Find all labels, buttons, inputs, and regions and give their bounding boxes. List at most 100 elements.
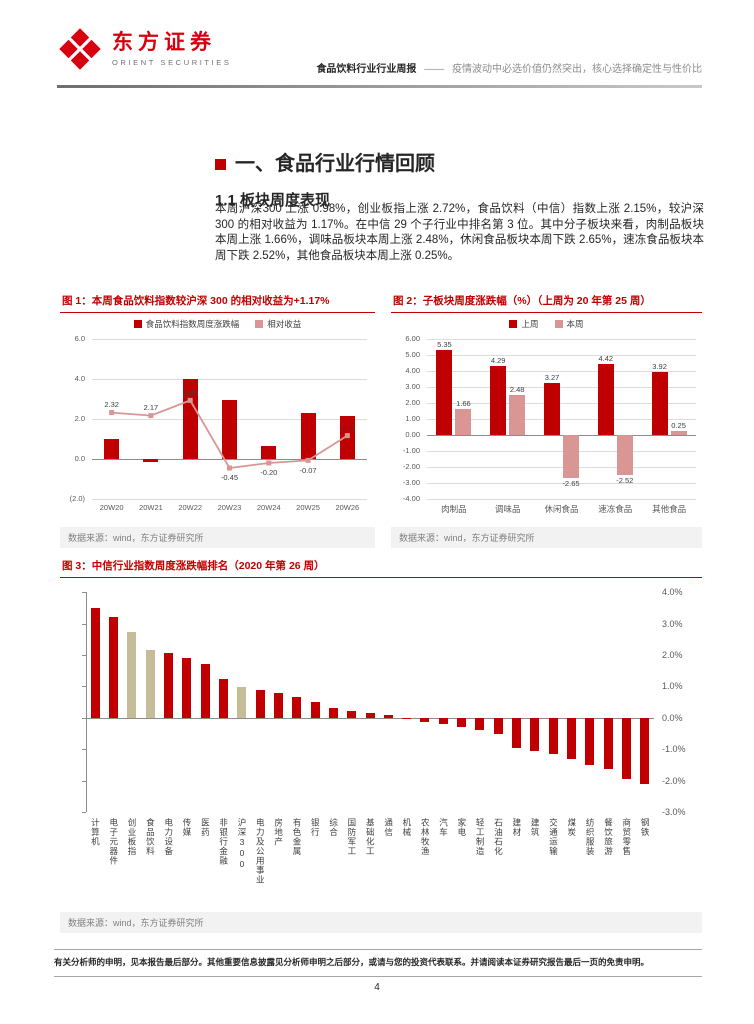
x-axis-label: 速冻食品 bbox=[598, 504, 633, 515]
x-axis-label: 肉制品 bbox=[441, 504, 467, 515]
x-axis-label-text: 通信 bbox=[383, 818, 394, 838]
x-axis-label: 电力及公用事业 bbox=[251, 818, 269, 904]
bar bbox=[567, 717, 577, 759]
y-tick-label: 0.00 bbox=[405, 430, 420, 440]
gridline bbox=[427, 451, 696, 453]
page-number: 4 bbox=[374, 982, 380, 993]
figure-3-chart: 4.0% 3.0% 2.0% 1.0% 0.0% -1.0% -2.0% -3.0% 计算机 电子… bbox=[60, 578, 702, 911]
bar bbox=[438, 717, 448, 725]
bar bbox=[200, 664, 210, 718]
y-axis-tick bbox=[82, 654, 86, 656]
y-axis-line bbox=[86, 592, 87, 813]
y-tick-label: 2.0 bbox=[74, 414, 85, 424]
bar bbox=[544, 382, 560, 436]
bar bbox=[383, 715, 393, 718]
figure-1-title: 图 1：本周食品饮料指数较沪深 300 的相对收益为+1.17% bbox=[60, 292, 375, 314]
brand-logo-text: 东方证券 ORIENT SECURITIES bbox=[112, 31, 232, 66]
figure-2-chart: 上周 本周 6.00 5.00 4.00 3.00 2.00 1.00 0.00 -1.00 -2.… bbox=[391, 313, 702, 526]
figure-3-title: 图 3：中信行业指数周度涨跌幅排名（2020 年第 26 周） bbox=[60, 557, 702, 579]
gridline bbox=[427, 499, 696, 501]
bar bbox=[563, 435, 579, 478]
y-axis-tick bbox=[82, 686, 86, 688]
bar bbox=[622, 717, 632, 780]
x-axis-label-text: 综合 bbox=[328, 818, 339, 838]
x-axis-label: 20W21 bbox=[139, 503, 163, 513]
y-tick-label: -3.00 bbox=[402, 478, 420, 488]
section-title-text: 一、食品行业行情回顾 bbox=[235, 153, 435, 176]
x-axis-label-text: 商贸零售 bbox=[621, 818, 632, 857]
x-axis-label-text: 电力及公用事业 bbox=[255, 818, 266, 885]
x-axis-label: 建材 bbox=[507, 818, 525, 904]
gridline bbox=[427, 387, 696, 389]
data-label: 4.42 bbox=[598, 354, 614, 364]
header-divider bbox=[57, 85, 702, 88]
x-axis-label-text: 基础化工 bbox=[365, 818, 376, 857]
data-label: 3.27 bbox=[544, 372, 560, 382]
y-tick-label: -3.0% bbox=[662, 807, 686, 818]
bar bbox=[365, 713, 375, 718]
x-axis-label: 汽车 bbox=[434, 818, 452, 904]
x-axis-label: 有色金属 bbox=[288, 818, 306, 904]
bar bbox=[127, 632, 137, 718]
x-axis-label-text: 创业板指 bbox=[127, 818, 138, 857]
data-label: 5.35 bbox=[437, 339, 452, 349]
bar bbox=[104, 439, 120, 460]
section-title: 一、食品行业行情回顾 bbox=[215, 147, 435, 176]
chart-legend: 上周 本周 bbox=[391, 318, 702, 330]
x-axis-label: 通信 bbox=[379, 818, 397, 904]
y-tick-label: 5.00 bbox=[405, 350, 420, 360]
header-dash: —— bbox=[424, 64, 445, 75]
x-axis-label-text: 钢铁 bbox=[640, 818, 651, 838]
y-tick-label: -1.0% bbox=[662, 744, 686, 755]
gridline bbox=[427, 355, 696, 357]
bar bbox=[475, 717, 485, 730]
x-axis-label: 餐饮旅游 bbox=[599, 818, 617, 904]
data-label: -2.52 bbox=[616, 476, 634, 486]
gridline bbox=[92, 459, 367, 461]
gridline bbox=[92, 339, 367, 341]
brand-logo: 东方证券 ORIENT SECURITIES bbox=[57, 26, 232, 72]
x-axis-label-text: 国防军工 bbox=[346, 818, 357, 857]
data-label: -0.07 bbox=[299, 465, 317, 475]
gridline bbox=[427, 435, 696, 437]
x-axis-label-text: 传媒 bbox=[182, 818, 193, 838]
bar bbox=[218, 678, 228, 718]
x-axis-label-text: 建材 bbox=[511, 818, 522, 838]
x-axis-label: 机械 bbox=[397, 818, 415, 904]
bar bbox=[420, 717, 430, 722]
gridline bbox=[92, 379, 367, 381]
bar bbox=[255, 689, 265, 718]
x-axis-label: 20W26 bbox=[335, 503, 360, 513]
data-label: 4.29 bbox=[490, 356, 506, 366]
figure-2-title: 图 2：子板块周度涨跌幅（%）（上周为 20 年第 25 周） bbox=[391, 292, 702, 314]
figure-1: 图 1：本周食品饮料指数较沪深 300 的相对收益为+1.17% 食品饮料指数周… bbox=[60, 292, 375, 549]
x-axis-label: 20W25 bbox=[296, 503, 320, 513]
bar bbox=[457, 717, 467, 727]
bar bbox=[143, 459, 159, 463]
legend-label: 本周 bbox=[566, 319, 584, 330]
x-axis-label-text: 非银行金融 bbox=[218, 818, 229, 866]
x-axis-label-text: 有色金属 bbox=[291, 818, 302, 857]
x-axis-label-text: 石油石化 bbox=[493, 818, 504, 857]
x-axis-label: 休闲食品 bbox=[544, 504, 579, 515]
x-axis-label-text: 电力设备 bbox=[163, 818, 174, 857]
section-bullet-square bbox=[215, 159, 226, 171]
x-axis-label-text: 家电 bbox=[456, 818, 467, 838]
data-label: -0.20 bbox=[260, 468, 278, 478]
x-axis-label-text: 农林牧渔 bbox=[420, 818, 431, 857]
y-axis-tick bbox=[82, 717, 86, 719]
bar bbox=[108, 617, 118, 718]
bar bbox=[237, 687, 247, 718]
bar bbox=[310, 702, 320, 718]
y-tick-label: 2.00 bbox=[405, 398, 420, 408]
legend-swatch-icon bbox=[554, 320, 563, 329]
gridline bbox=[427, 403, 696, 405]
gridline bbox=[92, 499, 367, 501]
bar bbox=[182, 658, 192, 718]
legend-swatch-icon bbox=[133, 320, 142, 329]
bar bbox=[300, 413, 316, 460]
x-axis-label: 计算机 bbox=[86, 818, 104, 904]
data-label: 2.93 bbox=[182, 387, 198, 397]
bar bbox=[585, 717, 595, 765]
header-report-line: 食品饮料行业行业周报 —— 疫情波动中必选价值仍然突出，核心选择确定性与性价比 bbox=[316, 60, 702, 75]
